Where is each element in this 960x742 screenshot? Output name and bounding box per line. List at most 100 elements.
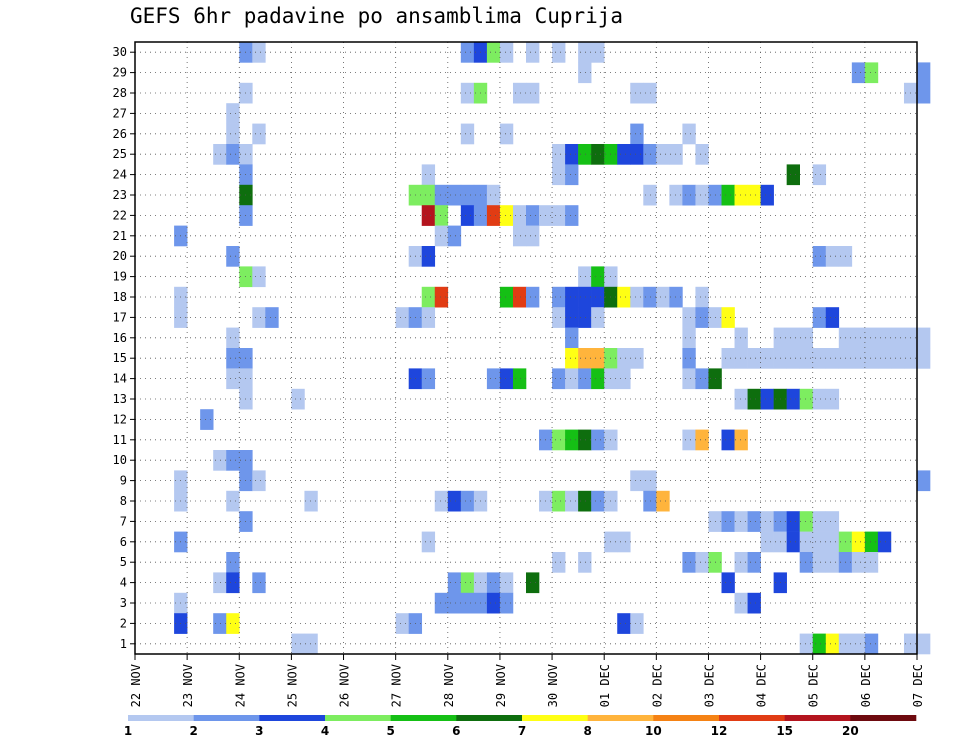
heatmap-cell xyxy=(812,388,827,410)
heatmap-cell xyxy=(591,307,605,328)
heatmap-cell xyxy=(460,184,475,206)
y-tick-label: 13 xyxy=(113,392,127,406)
heatmap-cell xyxy=(617,144,631,165)
heatmap-cell xyxy=(226,552,240,573)
heatmap-cell xyxy=(682,429,696,451)
heatmap-cell xyxy=(825,511,840,532)
x-tick-label: 24 NOV xyxy=(233,664,247,707)
heatmap-cell xyxy=(252,307,266,328)
heatmap-cell xyxy=(486,42,501,63)
heatmap-cell xyxy=(643,470,657,492)
heatmap-cell xyxy=(460,572,475,594)
colorbar-label: 1 xyxy=(124,724,132,738)
heatmap-cell xyxy=(552,552,566,573)
heatmap-cell xyxy=(734,184,748,206)
heatmap-cell xyxy=(591,266,605,288)
y-tick-label: 1 xyxy=(120,637,127,651)
heatmap-cell xyxy=(226,123,240,145)
heatmap-cell xyxy=(643,144,657,165)
x-tick-label: 07 DEC xyxy=(911,664,925,707)
heatmap-cell xyxy=(526,572,540,594)
y-tick-label: 21 xyxy=(113,229,127,243)
y-tick-label: 5 xyxy=(120,555,127,569)
heatmap-cell xyxy=(552,205,566,226)
heatmap-cell xyxy=(656,490,670,512)
heatmap-cell xyxy=(734,348,748,369)
heatmap-cell xyxy=(213,450,227,471)
heatmap-cell xyxy=(526,225,540,247)
heatmap-cell xyxy=(917,348,931,369)
heatmap-cell xyxy=(721,511,735,532)
colorbar-segment xyxy=(850,715,917,721)
y-tick-label: 4 xyxy=(120,576,127,590)
colorbar-segment xyxy=(653,715,720,721)
heatmap-cell xyxy=(812,511,827,532)
x-tick-label: 25 NOV xyxy=(285,664,299,707)
y-tick-label: 27 xyxy=(113,106,127,120)
heatmap-cell xyxy=(421,531,436,553)
colorbar-label: 10 xyxy=(645,724,662,738)
heatmap-cell xyxy=(864,531,879,553)
heatmap-cell xyxy=(825,552,840,573)
x-tick-label: 05 DEC xyxy=(807,664,821,707)
heatmap-cell xyxy=(526,42,540,63)
heatmap-cell xyxy=(434,490,449,512)
heatmap-cell xyxy=(421,368,436,390)
heatmap-cell xyxy=(578,62,592,84)
x-tick-label: 22 NOV xyxy=(129,664,143,707)
heatmap-cell xyxy=(917,470,931,492)
y-tick-label: 26 xyxy=(113,127,127,141)
heatmap-cell xyxy=(200,409,214,430)
heatmap-cell xyxy=(682,327,696,349)
heatmap-cell xyxy=(617,348,631,369)
heatmap-cell xyxy=(760,388,774,410)
grid-lines xyxy=(135,42,917,654)
heatmap-cell xyxy=(512,368,527,390)
heatmap-cell xyxy=(721,429,735,451)
heatmap-cell xyxy=(825,633,840,655)
heatmap-cell xyxy=(565,205,579,226)
colorbar-label: 7 xyxy=(518,724,526,738)
plot-frame xyxy=(134,41,918,655)
colorbar-label: 12 xyxy=(711,724,728,738)
y-tick-label: 24 xyxy=(113,168,127,182)
heatmap-cell xyxy=(447,490,462,512)
colorbar-segment xyxy=(259,715,326,721)
heatmap-cell xyxy=(499,368,514,390)
heatmap-cell xyxy=(578,307,592,328)
x-tick-label: 04 DEC xyxy=(755,664,769,707)
y-tick-label: 11 xyxy=(113,433,127,447)
heatmap-cell xyxy=(760,531,774,553)
heatmap-cell xyxy=(499,42,514,63)
heatmap-cell xyxy=(565,348,579,369)
heatmap-cell xyxy=(695,286,709,308)
heatmap-cell xyxy=(851,633,866,655)
heatmap-cell xyxy=(812,531,827,553)
chart-title: GEFS 6hr padavine po ansamblima Cuprija xyxy=(130,4,624,28)
heatmap-cell xyxy=(213,144,227,165)
y-tick-label: 29 xyxy=(113,66,127,80)
colorbar-label: 4 xyxy=(321,724,329,738)
heatmap-cell xyxy=(864,348,879,369)
colorbar-segment xyxy=(390,715,457,721)
heatmap-cell xyxy=(226,490,240,512)
heatmap-cell xyxy=(617,531,631,553)
colorbar-segment xyxy=(719,715,785,721)
y-tick-label: 30 xyxy=(113,45,127,59)
heatmap-cell xyxy=(760,511,774,532)
heatmap-cell xyxy=(226,327,240,349)
heatmap-cell xyxy=(226,348,240,369)
heatmap-cell xyxy=(682,368,696,390)
heatmap-cell xyxy=(864,552,879,573)
heatmap-cell xyxy=(512,286,527,308)
heatmap-cell xyxy=(825,307,840,328)
y-tick-label: 20 xyxy=(113,249,127,263)
heatmap-cell xyxy=(695,307,709,328)
heatmap-cell xyxy=(721,348,735,369)
heatmap-cell xyxy=(460,490,475,512)
heatmap-cell xyxy=(877,531,892,553)
heatmap-cell xyxy=(630,144,644,165)
heatmap-cell xyxy=(812,348,827,369)
heatmap-cell xyxy=(799,552,814,573)
y-axis: 1234567891011121314151617181920212223242… xyxy=(113,45,135,651)
